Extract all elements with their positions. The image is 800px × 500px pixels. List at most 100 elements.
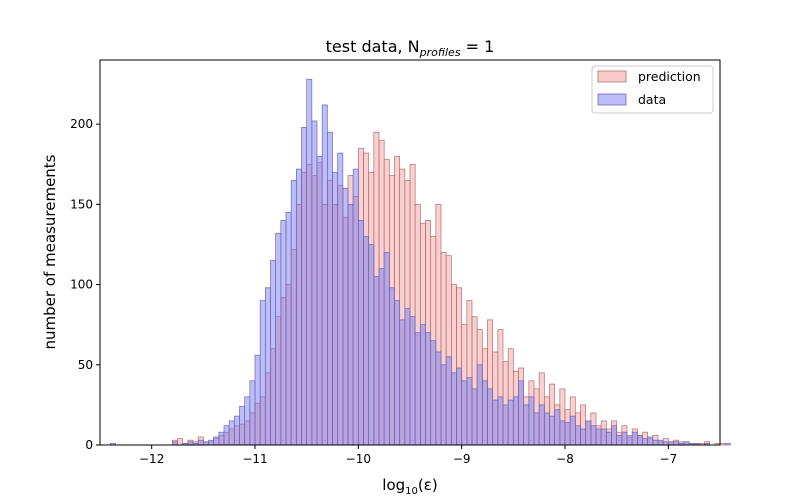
data-bar <box>616 435 623 446</box>
y-axis-label: number of measurements <box>41 154 59 349</box>
y-tick-label: 100 <box>70 278 93 292</box>
data-bar <box>724 443 731 446</box>
x-ticks: −12 −11 −10 −9 −8 −7 <box>139 445 677 466</box>
data-bar <box>611 425 618 446</box>
data-bar <box>657 439 664 446</box>
data-bar <box>569 415 576 446</box>
data-bar <box>626 436 633 446</box>
y-tick-label: 0 <box>85 438 93 452</box>
data-bar <box>239 406 246 446</box>
data-bar <box>249 380 256 446</box>
data-bar <box>290 179 297 446</box>
y-tick-label: 150 <box>70 197 93 211</box>
data-bar <box>466 377 473 446</box>
data-bar <box>275 232 282 446</box>
legend: prediction data <box>591 65 714 114</box>
data-bar <box>223 425 230 446</box>
data-bar <box>378 268 385 446</box>
data-bar <box>456 367 463 446</box>
data-bar <box>574 425 581 446</box>
data-bar <box>316 155 323 446</box>
data-bar <box>518 380 525 446</box>
x-tick-label: −8 <box>556 452 574 466</box>
data-bar <box>492 399 499 446</box>
chart-title: test data, Nprofiles = 1 <box>326 37 495 59</box>
data-bar <box>564 422 571 446</box>
data-bar <box>554 409 561 446</box>
data-bar <box>512 396 519 446</box>
x-tick-label: −9 <box>453 452 471 466</box>
legend-swatch-prediction <box>597 70 627 83</box>
data-bar <box>321 104 328 446</box>
data-bar <box>347 204 354 446</box>
data-bar <box>419 324 426 446</box>
data-bar <box>399 319 406 446</box>
y-tick-label: 50 <box>78 358 93 372</box>
data-bar <box>357 220 364 446</box>
data-bar <box>543 412 550 446</box>
prediction-bar <box>719 443 726 446</box>
data-bar <box>652 439 659 446</box>
data-bar <box>476 364 483 446</box>
data-bar <box>295 168 302 446</box>
data-bar <box>549 415 556 446</box>
data-bar <box>636 435 643 446</box>
plot-frame <box>99 59 721 446</box>
data-bar <box>311 120 318 446</box>
data-bar <box>301 127 308 446</box>
data-bar <box>425 332 432 446</box>
data-bar <box>559 420 566 446</box>
data-bar <box>605 431 612 446</box>
data-bar <box>394 300 401 446</box>
data-bar <box>430 340 437 446</box>
y-tick-label: 200 <box>70 117 93 131</box>
data-bar <box>507 399 514 446</box>
legend-label-prediction: prediction <box>638 69 701 84</box>
data-bar <box>332 171 339 446</box>
data-bar <box>208 439 215 446</box>
legend-label-data: data <box>638 92 666 107</box>
x-tick-label: −10 <box>346 452 371 466</box>
data-bar <box>264 287 271 446</box>
x-tick-label: −11 <box>242 452 267 466</box>
data-bar <box>481 380 488 446</box>
data-bar <box>621 431 628 446</box>
data-bar <box>471 388 478 446</box>
data-bar <box>197 439 204 446</box>
data-bar <box>388 287 395 446</box>
data-bar <box>435 351 442 446</box>
data-bar <box>538 404 545 446</box>
data-bar <box>523 404 530 446</box>
data-bar <box>270 260 277 446</box>
data-bar <box>280 220 287 446</box>
data-bar <box>585 420 592 446</box>
data-bar <box>259 300 266 446</box>
data-bar <box>352 168 359 446</box>
data-bar <box>528 396 535 446</box>
x-tick-label: −12 <box>139 452 164 466</box>
data-bar <box>326 131 333 446</box>
data-bar <box>600 428 607 446</box>
data-bar <box>487 388 494 446</box>
data-bar <box>497 396 504 446</box>
data-bar <box>580 428 587 446</box>
data-bar <box>409 316 416 446</box>
data-bar <box>218 431 225 446</box>
data-bar <box>590 425 597 446</box>
data-bar <box>631 431 638 446</box>
x-tick-label: −7 <box>659 452 677 466</box>
data-bar <box>213 436 220 446</box>
data-bar <box>228 420 235 446</box>
data-bar <box>383 252 390 446</box>
data-bar <box>440 364 447 446</box>
data-bar <box>233 415 240 446</box>
data-bar <box>285 212 292 446</box>
data-bar <box>244 396 251 446</box>
x-axis-label: log10(ε) <box>382 476 437 497</box>
data-bar <box>595 428 602 446</box>
data-bar <box>414 332 421 446</box>
data-bar <box>404 308 411 446</box>
data-bar <box>363 236 370 446</box>
y-ticks: 0 50 100 150 200 <box>70 117 100 452</box>
legend-swatch-data <box>597 93 627 106</box>
